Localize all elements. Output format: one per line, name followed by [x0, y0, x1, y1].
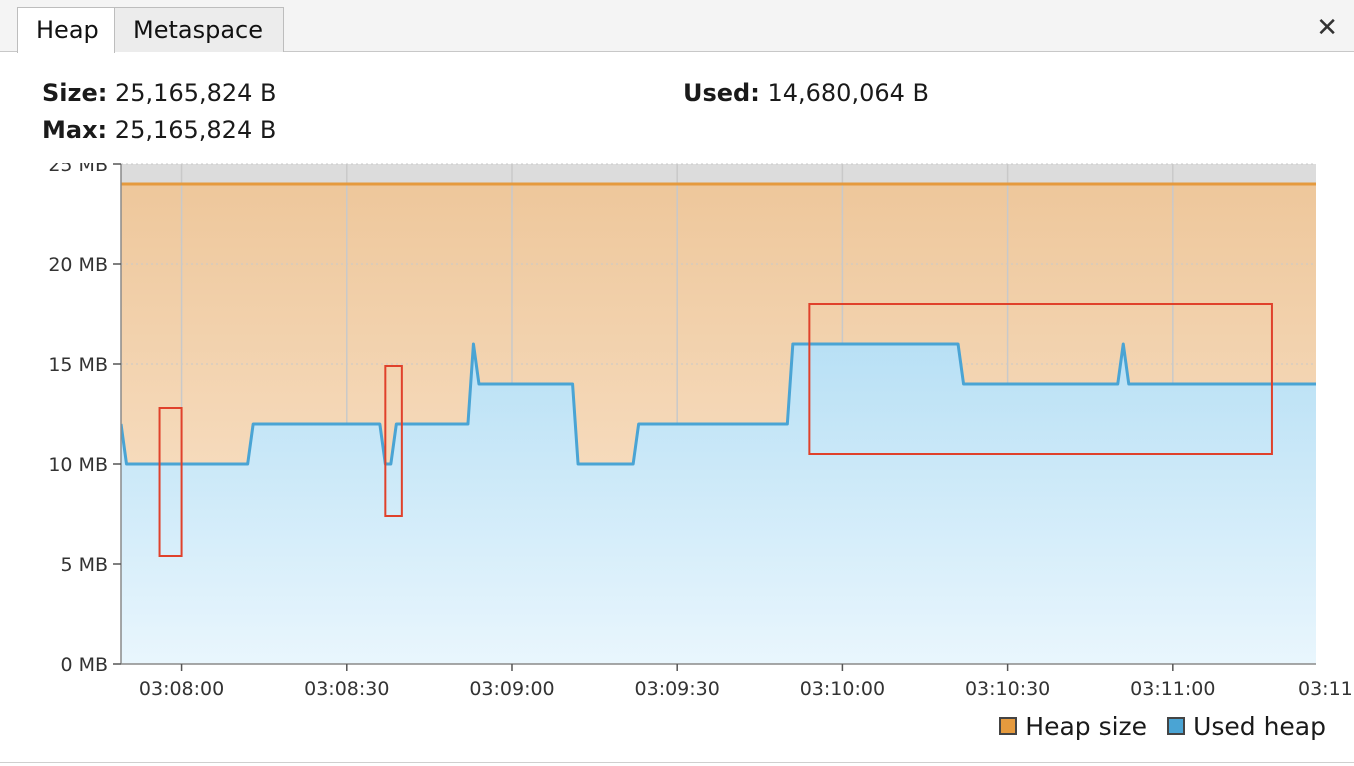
x-tick-label: 03:09:00: [469, 678, 554, 700]
annotation-box-3: [808, 303, 1273, 455]
x-tick-label: 03:08:30: [304, 678, 389, 700]
x-tick-label: 03:10:00: [800, 678, 885, 700]
annotation-box-2: [384, 365, 403, 517]
y-tick-label: 20 MB: [48, 254, 108, 276]
used-label: Used:: [683, 79, 760, 107]
max-value: 25,165,824 B: [114, 116, 277, 144]
size-info: Size: 25,165,824 B: [42, 78, 277, 108]
max-label: Max:: [42, 116, 108, 144]
used-heap-swatch: [1167, 717, 1186, 735]
used-value: 14,680,064 B: [767, 79, 929, 107]
x-tick-label: 03:09:30: [635, 678, 720, 700]
y-tick-label: 10 MB: [48, 454, 108, 476]
x-tick-label: 03:10:30: [965, 678, 1050, 700]
size-label: Size:: [42, 79, 108, 107]
x-tick-label: 03:11:00: [1130, 678, 1215, 700]
top-label-mask: [0, 150, 119, 163]
heap-size-swatch: [999, 717, 1018, 735]
legend-item-used-heap: Used heap: [1167, 712, 1326, 741]
right-mask: [1317, 150, 1354, 690]
annotation-box-1: [158, 407, 183, 557]
y-tick-label: 5 MB: [60, 554, 108, 576]
tab-heap[interactable]: Heap: [17, 7, 115, 53]
legend-label-used-heap: Used heap: [1193, 711, 1326, 741]
x-tick-label-last: 03:11:: [1298, 678, 1354, 700]
size-value: 25,165,824 B: [115, 79, 277, 107]
chart-legend: Heap size Used heap: [999, 708, 1326, 744]
y-tick-label: 15 MB: [48, 354, 108, 376]
x-tick-label: 03:08:00: [139, 678, 224, 700]
tab-metaspace[interactable]: Metaspace: [114, 7, 284, 52]
bottom-divider: [0, 762, 1354, 763]
max-info: Max: 25,165,824 B: [42, 115, 276, 145]
tab-bar: Metaspace Heap ✕: [0, 0, 1354, 53]
legend-label-heap-size: Heap size: [1025, 711, 1148, 741]
used-info: Used: 14,680,064 B: [683, 78, 929, 108]
close-icon[interactable]: ✕: [1316, 13, 1338, 43]
y-tick-label: 0 MB: [60, 654, 108, 676]
legend-item-heap-size: Heap size: [999, 712, 1147, 741]
used-heap-line: [121, 342, 1316, 466]
